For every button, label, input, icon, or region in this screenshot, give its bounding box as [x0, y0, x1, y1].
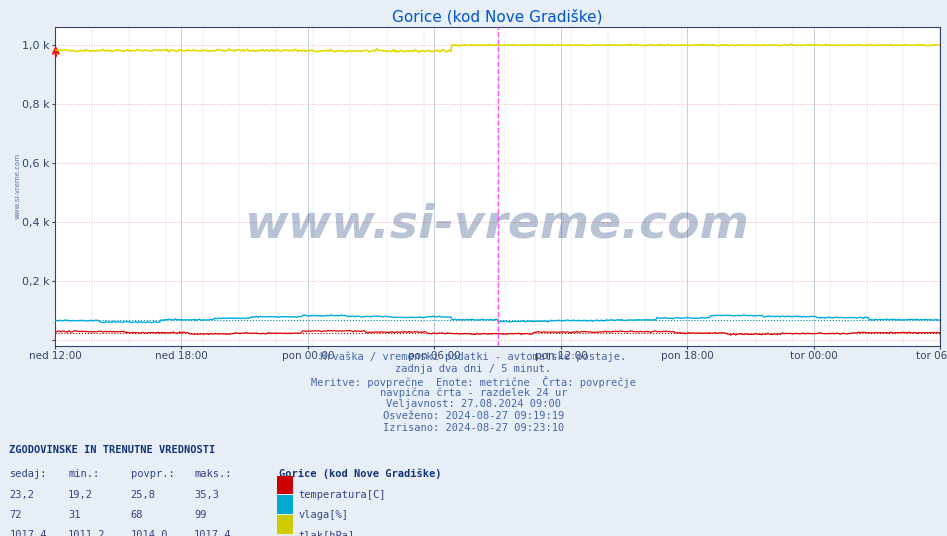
- Text: 99: 99: [194, 510, 206, 520]
- Text: vlaga[%]: vlaga[%]: [298, 510, 348, 520]
- Text: 25,8: 25,8: [131, 490, 155, 501]
- Text: www.si-vreme.com: www.si-vreme.com: [245, 202, 750, 247]
- Text: 68: 68: [131, 510, 143, 520]
- Bar: [277, 495, 293, 514]
- Text: www.si-vreme.com: www.si-vreme.com: [15, 153, 21, 219]
- Text: navpična črta - razdelek 24 ur: navpična črta - razdelek 24 ur: [380, 388, 567, 398]
- Text: 31: 31: [68, 510, 80, 520]
- Text: povpr.:: povpr.:: [131, 468, 174, 479]
- Text: Veljavnost: 27.08.2024 09:00: Veljavnost: 27.08.2024 09:00: [386, 399, 561, 409]
- Text: ZGODOVINSKE IN TRENUTNE VREDNOSTI: ZGODOVINSKE IN TRENUTNE VREDNOSTI: [9, 445, 216, 455]
- Title: Gorice (kod Nove Gradiške): Gorice (kod Nove Gradiške): [392, 9, 603, 24]
- Text: 1017,4: 1017,4: [9, 530, 47, 536]
- Text: temperatura[C]: temperatura[C]: [298, 490, 385, 501]
- Text: 1014,0: 1014,0: [131, 530, 169, 536]
- Text: Meritve: povprečne  Enote: metrične  Črta: povprečje: Meritve: povprečne Enote: metrične Črta:…: [311, 376, 636, 388]
- Bar: [277, 475, 293, 494]
- Bar: [277, 515, 293, 534]
- Text: tlak[hPa]: tlak[hPa]: [298, 530, 354, 536]
- Text: 35,3: 35,3: [194, 490, 219, 501]
- Text: sedaj:: sedaj:: [9, 468, 47, 479]
- Text: maks.:: maks.:: [194, 468, 232, 479]
- Text: Gorice (kod Nove Gradiške): Gorice (kod Nove Gradiške): [279, 468, 442, 479]
- Text: 1011,2: 1011,2: [68, 530, 106, 536]
- Text: zadnja dva dni / 5 minut.: zadnja dva dni / 5 minut.: [396, 364, 551, 374]
- Text: 19,2: 19,2: [68, 490, 93, 501]
- Text: Izrisano: 2024-08-27 09:23:10: Izrisano: 2024-08-27 09:23:10: [383, 423, 564, 433]
- Text: 72: 72: [9, 510, 22, 520]
- Text: min.:: min.:: [68, 468, 99, 479]
- Text: 23,2: 23,2: [9, 490, 34, 501]
- Text: Osveženo: 2024-08-27 09:19:19: Osveženo: 2024-08-27 09:19:19: [383, 411, 564, 421]
- Text: 1017,4: 1017,4: [194, 530, 232, 536]
- Text: Hrvaška / vremenski podatki - avtomatske postaje.: Hrvaška / vremenski podatki - avtomatske…: [320, 352, 627, 362]
